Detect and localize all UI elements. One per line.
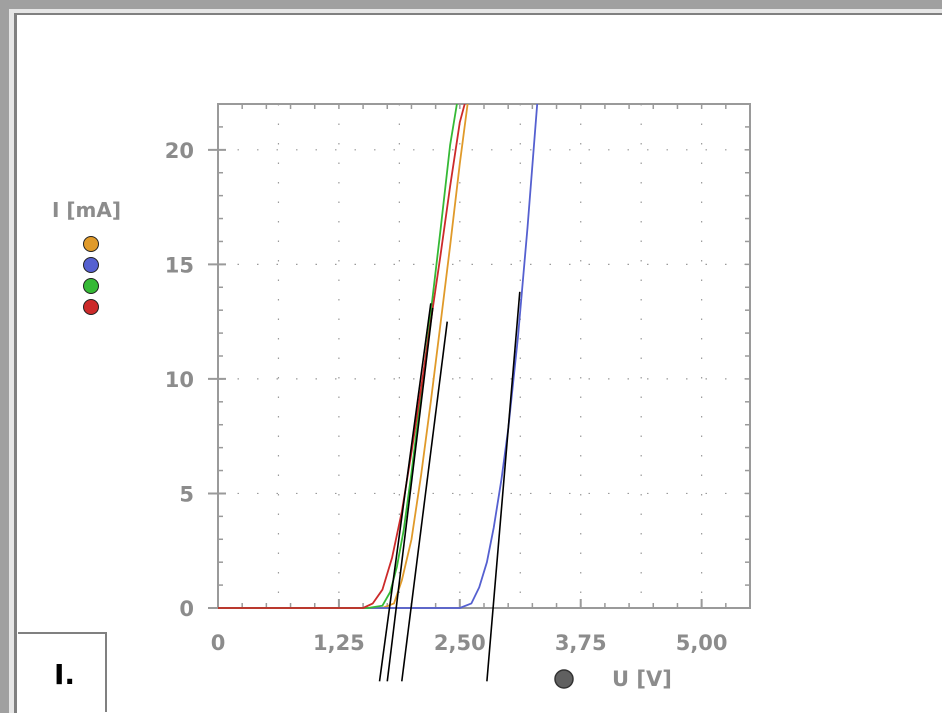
x-tick-label: 3,75: [555, 631, 607, 655]
window-bevel-left: [9, 9, 14, 713]
tangent-line-3: [486, 291, 521, 682]
x-tick-label: 0: [211, 631, 226, 655]
plot-area-frame: [217, 103, 751, 609]
window-frame-left: [0, 0, 9, 713]
x-axis-title: U [V]: [612, 667, 672, 691]
x-tick-label: 1,25: [313, 631, 365, 655]
legend-dot-red[interactable]: [83, 299, 99, 315]
series-group: [218, 104, 539, 609]
window-bevel-top: [9, 9, 942, 13]
legend-dot-orange[interactable]: [83, 236, 99, 252]
series-legend: I [mA]: [52, 198, 142, 320]
y-tick-label: 10: [165, 368, 194, 392]
y-tick-label: 5: [179, 482, 194, 506]
mode-label: I.: [54, 658, 76, 691]
window-bevel-top-dark: [14, 13, 942, 15]
x-tick-label: 2,50: [434, 631, 486, 655]
x-axis-marker-dot: [554, 669, 574, 689]
y-tick-label: 20: [165, 139, 194, 163]
window-bevel-left-dark: [14, 13, 17, 713]
tangent-line-2: [400, 321, 449, 682]
window-frame-top: [0, 0, 942, 9]
tangent-line-0: [378, 303, 432, 682]
y-axis-title: I [mA]: [52, 198, 122, 222]
legend-dot-blue[interactable]: [83, 257, 99, 273]
series-line-2: [218, 104, 458, 609]
y-tick-label: 0: [179, 597, 194, 621]
series-line-3: [218, 104, 466, 609]
y-tick-label: 15: [165, 253, 194, 277]
x-tick-label: 5,00: [676, 631, 728, 655]
tangent-line-1: [386, 307, 434, 682]
series-line-1: [218, 104, 539, 609]
mode-panel[interactable]: I.: [18, 632, 107, 712]
legend-dot-green[interactable]: [83, 278, 99, 294]
series-line-0: [218, 104, 469, 609]
